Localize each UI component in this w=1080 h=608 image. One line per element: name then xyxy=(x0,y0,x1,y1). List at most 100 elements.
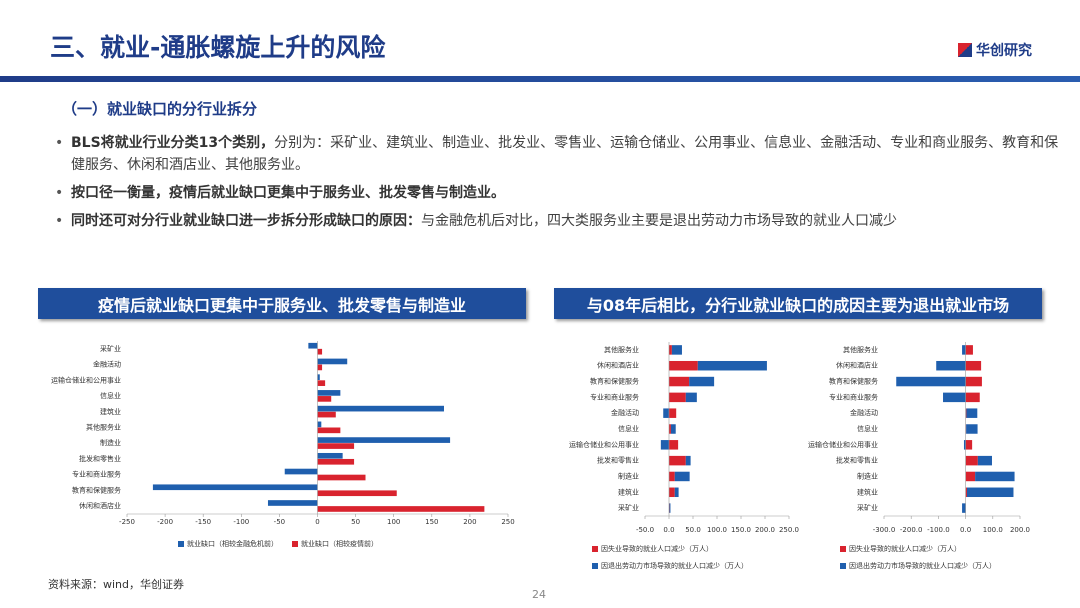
y-tick-label: 批发和零售业 xyxy=(597,456,639,465)
y-tick-label: 休闲和酒店业 xyxy=(836,361,878,370)
bar xyxy=(267,500,318,506)
bar-segment xyxy=(669,376,690,387)
bar-segment xyxy=(685,455,691,466)
section-title: （一）就业缺口的分行业拆分 xyxy=(62,100,258,118)
legend-label: 就业缺口（相较疫情前） xyxy=(301,539,378,548)
x-tick-label: -50.0 xyxy=(636,526,654,534)
x-tick-label: 100.0 xyxy=(983,526,1003,534)
bullet-bold: 按口径一衡量，疫情后就业缺口更集中于服务业、批发零售与制造业。 xyxy=(71,185,505,201)
legend-label: 就业缺口（相较金融危机前） xyxy=(187,539,278,548)
legend-swatch xyxy=(592,563,598,569)
bullet-text: 分别为：采矿业、建筑业、制造业、批发业、零售业、运输仓储业、公用事业、信息业、金… xyxy=(71,135,1059,173)
y-tick-label: 专业和商业服务 xyxy=(829,392,878,401)
x-tick-label: -200.0 xyxy=(900,526,923,534)
bullet-bold: BLS将就业行业分类13个类别， xyxy=(71,135,275,151)
bar-segment xyxy=(660,440,669,450)
bar xyxy=(317,506,485,512)
bullets: BLS将就业行业分类13个类别，分别为：采矿业、建筑业、制造业、批发业、零售业、… xyxy=(55,132,1060,238)
legend-label: 因失业导致的就业人口减少（万人） xyxy=(849,544,961,553)
x-tick-label: 150.0 xyxy=(731,526,751,534)
bar xyxy=(317,443,355,449)
slide-title: 三、就业-通胀螺旋上升的风险 xyxy=(50,33,386,62)
y-tick-label: 休闲和酒店业 xyxy=(597,361,639,370)
x-tick-label: -100.0 xyxy=(927,526,950,534)
bar-segment xyxy=(965,408,967,418)
bullet: BLS将就业行业分类13个类别，分别为：采矿业、建筑业、制造业、批发业、零售业、… xyxy=(55,132,1060,176)
bar xyxy=(317,437,451,443)
x-tick-label: 0.0 xyxy=(663,526,674,534)
y-tick-label: 教育和保健服务 xyxy=(72,485,121,494)
bar-segment xyxy=(966,424,978,434)
logo: 华创研究 xyxy=(958,40,1032,60)
logo-text: 华创研究 xyxy=(976,43,1032,59)
y-tick-label: 运输仓储业和公用事业 xyxy=(51,375,121,384)
bar xyxy=(317,396,332,402)
bar-segment xyxy=(966,408,978,418)
y-tick-label: 金融活动 xyxy=(93,360,121,369)
x-tick-label: 0.0 xyxy=(960,526,971,534)
bullet-text: 与金融危机后对比，四大类服务业主要是退出劳动力市场导致的就业人口减少 xyxy=(421,213,897,229)
bar-segment xyxy=(965,360,982,371)
bar-segment xyxy=(896,376,966,387)
y-tick-label: 采矿业 xyxy=(100,344,121,353)
bar xyxy=(317,358,348,365)
bar-segment xyxy=(965,392,980,403)
x-tick-label: -150 xyxy=(195,518,211,526)
x-tick-label: 250 xyxy=(501,518,514,526)
y-tick-label: 教育和保健服务 xyxy=(590,377,639,386)
x-tick-label: -50 xyxy=(274,518,285,526)
y-tick-label: 批发和零售业 xyxy=(79,454,121,463)
bar-segment xyxy=(670,424,676,434)
bar xyxy=(317,421,322,428)
banner: 疫情后就业缺口更集中于服务业、批发零售与制造业 xyxy=(38,288,526,319)
bar xyxy=(317,374,320,381)
bar-segment xyxy=(685,392,697,403)
y-tick-label: 信息业 xyxy=(100,391,121,400)
y-tick-label: 制造业 xyxy=(100,438,121,447)
bar-segment xyxy=(943,392,966,403)
x-tick-label: -200 xyxy=(157,518,173,526)
y-tick-label: 运输仓储业和公用事业 xyxy=(808,440,878,449)
y-tick-label: 其他服务业 xyxy=(604,345,639,354)
bar-segment xyxy=(669,487,675,498)
y-tick-label: 专业和商业服务 xyxy=(590,392,639,401)
y-tick-label: 建筑业 xyxy=(100,407,121,416)
bar-segment xyxy=(965,471,976,482)
legend-swatch xyxy=(178,541,184,547)
bar xyxy=(317,390,341,396)
y-tick-label: 制造业 xyxy=(618,471,639,480)
bar xyxy=(317,427,341,434)
bar-segment xyxy=(669,455,686,466)
bar-segment xyxy=(669,345,672,355)
bar xyxy=(317,411,336,418)
y-tick-label: 信息业 xyxy=(618,424,639,433)
y-tick-label: 运输仓储业和公用事业 xyxy=(569,440,639,449)
y-tick-label: 其他服务业 xyxy=(86,423,121,432)
bar xyxy=(284,468,318,475)
bar-segment xyxy=(697,360,767,371)
bar-segment xyxy=(963,440,966,450)
bar xyxy=(317,380,326,386)
x-tick-label: 250.0 xyxy=(779,526,799,534)
x-tick-label: 200.0 xyxy=(1010,526,1030,534)
x-tick-label: 100.0 xyxy=(707,526,727,534)
y-tick-label: 教育和保健服务 xyxy=(829,377,878,386)
legend-swatch xyxy=(840,563,846,569)
header-rule xyxy=(0,76,1080,82)
x-tick-label: 200 xyxy=(463,518,476,526)
y-tick-label: 制造业 xyxy=(857,471,878,480)
bar-segment xyxy=(962,345,966,355)
x-tick-label: 50.0 xyxy=(685,526,701,534)
x-tick-label: 0 xyxy=(315,518,319,526)
bar xyxy=(317,490,397,497)
bar-segment xyxy=(669,360,698,371)
bar xyxy=(317,452,343,459)
bar xyxy=(317,405,444,412)
source: 资料来源：wind，华创证券 xyxy=(48,578,185,591)
y-tick-label: 金融活动 xyxy=(850,408,878,417)
y-tick-label: 批发和零售业 xyxy=(836,456,878,465)
bar-segment xyxy=(965,455,978,466)
legend-swatch xyxy=(592,546,598,552)
bar-segment xyxy=(962,503,966,513)
